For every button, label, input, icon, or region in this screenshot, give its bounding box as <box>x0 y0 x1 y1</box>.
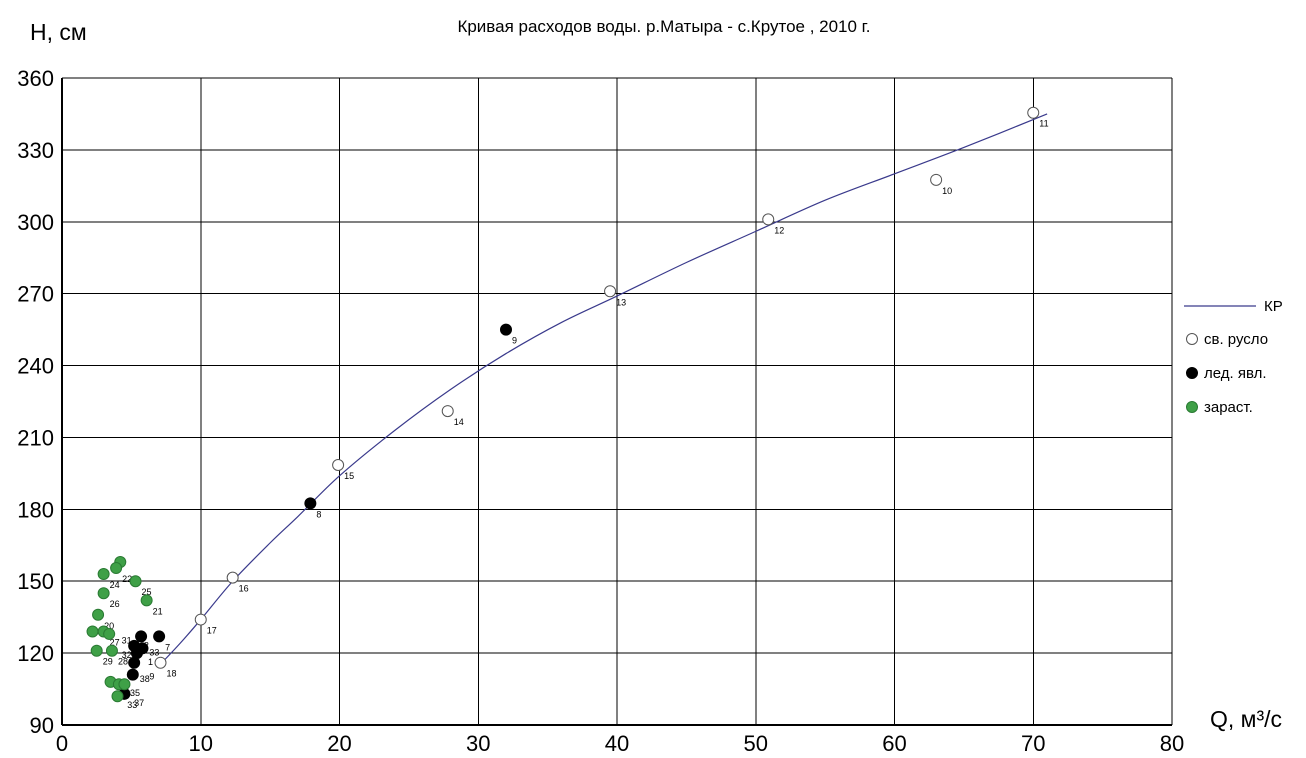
data-point <box>1027 106 1040 119</box>
data-point <box>226 571 239 584</box>
point-label: 22 <box>122 574 132 584</box>
point-label: 32 <box>122 650 132 660</box>
point-label: 29 <box>103 657 113 667</box>
chart-title: Кривая расходов воды. р.Матыра - с.Круто… <box>457 17 870 36</box>
point-label: 27 <box>110 638 120 648</box>
point-label: 7 <box>165 642 170 652</box>
y-tick-label: 300 <box>17 210 54 235</box>
data-point <box>500 323 512 336</box>
x-tick-label: 50 <box>744 731 768 756</box>
data-point <box>332 459 345 472</box>
data-point <box>194 613 207 626</box>
y-tick-label: 270 <box>17 282 54 307</box>
point-label: 37 <box>134 698 144 708</box>
y-axis-title: H, см <box>30 19 87 45</box>
data-point <box>105 644 118 657</box>
data-point <box>129 575 142 588</box>
data-point <box>110 562 123 575</box>
point-label: 28 <box>118 657 128 667</box>
point-label: 35 <box>130 688 140 698</box>
point-label: 21 <box>153 606 163 616</box>
point-label: 9 <box>149 671 154 681</box>
rating-curve <box>161 113 1048 664</box>
y-tick-label: 150 <box>17 569 54 594</box>
point-label: 20 <box>104 621 114 631</box>
axes <box>61 78 1172 726</box>
data-point <box>90 644 103 657</box>
point-label: 8 <box>316 509 321 519</box>
point-label: 25 <box>142 587 152 597</box>
y-tick-label: 360 <box>17 66 54 91</box>
legend-label: зараст. <box>1204 399 1253 416</box>
data-point <box>140 594 153 607</box>
point-label: 31 <box>122 636 132 646</box>
point-label: 33 <box>127 700 137 710</box>
data-point <box>604 285 617 298</box>
point-label: 14 <box>454 417 464 427</box>
point-label: 26 <box>110 599 120 609</box>
point-label: 15 <box>344 471 354 481</box>
data-point <box>304 497 317 510</box>
data-point <box>97 587 110 600</box>
x-axis-title: Q, м³/с <box>1210 706 1282 732</box>
point-label: 33 <box>149 648 159 658</box>
data-point <box>136 642 149 655</box>
y-tick-label: 180 <box>17 497 54 522</box>
y-tick-label: 210 <box>17 425 54 450</box>
x-tick-label: 60 <box>882 731 906 756</box>
legend-label: св. русло <box>1204 331 1268 348</box>
point-label: 38 <box>140 674 150 684</box>
data-point <box>118 678 131 691</box>
data-point <box>97 568 110 581</box>
data-point <box>111 690 124 703</box>
grid <box>61 77 1173 726</box>
x-tick-label: 40 <box>605 731 629 756</box>
point-label: 2 <box>144 640 149 650</box>
legend-marker <box>1186 333 1198 345</box>
legend-label: КР <box>1264 298 1283 315</box>
legend-marker <box>1186 401 1198 413</box>
y-tick-label: 90 <box>30 713 54 738</box>
point-label: 13 <box>616 297 626 307</box>
point-label: 11 <box>1039 119 1048 129</box>
point-label: 16 <box>239 584 249 594</box>
point-label: 17 <box>207 626 217 636</box>
data-point <box>930 173 943 186</box>
point-label: 10 <box>942 186 952 196</box>
point-label: 24 <box>110 580 120 590</box>
x-tick-label: 10 <box>189 731 213 756</box>
data-point <box>441 405 454 418</box>
data-point <box>153 630 166 643</box>
point-label: 12 <box>774 225 784 235</box>
data-point <box>154 656 167 669</box>
x-tick-label: 30 <box>466 731 490 756</box>
data-point <box>762 213 775 226</box>
point-label: 18 <box>167 669 177 679</box>
x-tick-label: 0 <box>56 731 68 756</box>
x-tick-label: 20 <box>327 731 351 756</box>
x-tick-label: 70 <box>1021 731 1045 756</box>
rating-curve-line <box>161 113 1048 664</box>
tick-labels: 0 10 20 30 40 50 60 70 8090120150180210240270300… <box>17 66 1184 756</box>
data-point <box>92 608 105 621</box>
data-point <box>135 630 148 643</box>
data-point <box>103 627 116 640</box>
y-tick-label: 120 <box>17 641 54 666</box>
point-label: 9 <box>512 336 517 346</box>
y-tick-label: 330 <box>17 138 54 163</box>
point-label: 1 <box>148 657 153 667</box>
legend: КР св. русло лед. явл. зараст. <box>1184 298 1283 416</box>
legend-marker <box>1186 367 1198 379</box>
x-tick-label: 80 <box>1160 731 1184 756</box>
data-point <box>126 668 139 681</box>
y-tick-label: 240 <box>17 354 54 379</box>
legend-label: лед. явл. <box>1204 365 1267 382</box>
data-point <box>86 625 99 638</box>
